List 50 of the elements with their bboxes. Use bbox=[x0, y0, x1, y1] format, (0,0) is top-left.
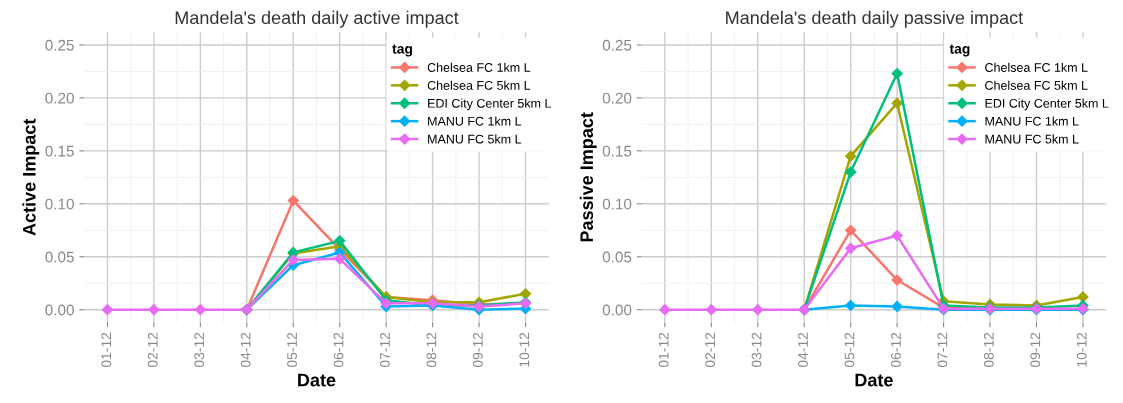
legend-label: Chelsea FC 5km L bbox=[985, 80, 1088, 90]
x-tick-label: 05-12 bbox=[844, 332, 855, 368]
x-tick-label: 09-12 bbox=[472, 332, 483, 368]
x-axis-title: Date bbox=[298, 373, 336, 387]
chart-title: Mandela's death daily active impact bbox=[175, 10, 459, 28]
x-tick-label: 08-12 bbox=[426, 332, 437, 368]
x-tick-label: 10-12 bbox=[1076, 332, 1087, 367]
legend-title: tag bbox=[949, 44, 970, 57]
legend-label: EDI City Center 5km L bbox=[985, 98, 1109, 111]
x-tick-label: 06-12 bbox=[333, 332, 344, 368]
chart-title: Mandela's death daily passive impact bbox=[726, 10, 1024, 28]
y-tick-label: 0.20 bbox=[602, 92, 632, 104]
y-tick-label: 0.10 bbox=[45, 198, 74, 210]
x-tick-label: 07-12 bbox=[937, 332, 948, 368]
legend-label: MANU FC 5km L bbox=[985, 134, 1079, 144]
y-tick-label: 0.25 bbox=[602, 39, 632, 51]
x-tick-label: 04-12 bbox=[240, 332, 251, 368]
y-tick-label: 0.05 bbox=[45, 251, 74, 263]
legend-label: Chelsea FC 1km L bbox=[985, 62, 1088, 72]
x-axis-title: Date bbox=[855, 373, 893, 387]
y-axis-title: Passive Impact bbox=[579, 112, 597, 242]
y-tick-label: 0.10 bbox=[602, 198, 632, 210]
x-tick-label: 01-12 bbox=[101, 332, 112, 368]
legend-label: EDI City Center 5km L bbox=[428, 98, 552, 111]
y-tick-label: 0.15 bbox=[602, 145, 632, 157]
x-tick-label: 03-12 bbox=[751, 332, 762, 368]
y-tick-label: 0.25 bbox=[45, 39, 74, 51]
x-tick-label: 02-12 bbox=[705, 332, 716, 368]
x-tick-label: 07-12 bbox=[380, 332, 390, 368]
legend-title: tag bbox=[392, 44, 412, 57]
x-tick-label: 10-12 bbox=[519, 332, 530, 367]
x-tick-label: 09-12 bbox=[1030, 332, 1041, 368]
legend-label: Chelsea FC 5km L bbox=[427, 80, 531, 90]
y-tick-label: 0.20 bbox=[45, 92, 74, 104]
y-tick-label: 0.00 bbox=[45, 304, 74, 316]
legend-label: Chelsea FC 1km L bbox=[427, 62, 531, 72]
y-tick-label: 0.00 bbox=[602, 304, 632, 316]
legend-label: MANU FC 1km L bbox=[985, 116, 1079, 126]
x-tick-label: 01-12 bbox=[658, 332, 669, 368]
x-tick-label: 06-12 bbox=[891, 332, 901, 368]
legend-label: MANU FC 1km L bbox=[428, 116, 522, 126]
x-tick-label: 02-12 bbox=[147, 332, 158, 368]
y-axis-title: Active Impact bbox=[22, 118, 40, 236]
x-tick-label: 08-12 bbox=[983, 332, 994, 368]
legend-label: MANU FC 5km L bbox=[428, 134, 522, 144]
x-tick-label: 05-12 bbox=[287, 332, 297, 368]
x-tick-label: 03-12 bbox=[194, 332, 205, 368]
y-tick-label: 0.15 bbox=[45, 145, 74, 157]
y-tick-label: 0.05 bbox=[602, 251, 632, 263]
x-tick-label: 04-12 bbox=[798, 332, 808, 368]
